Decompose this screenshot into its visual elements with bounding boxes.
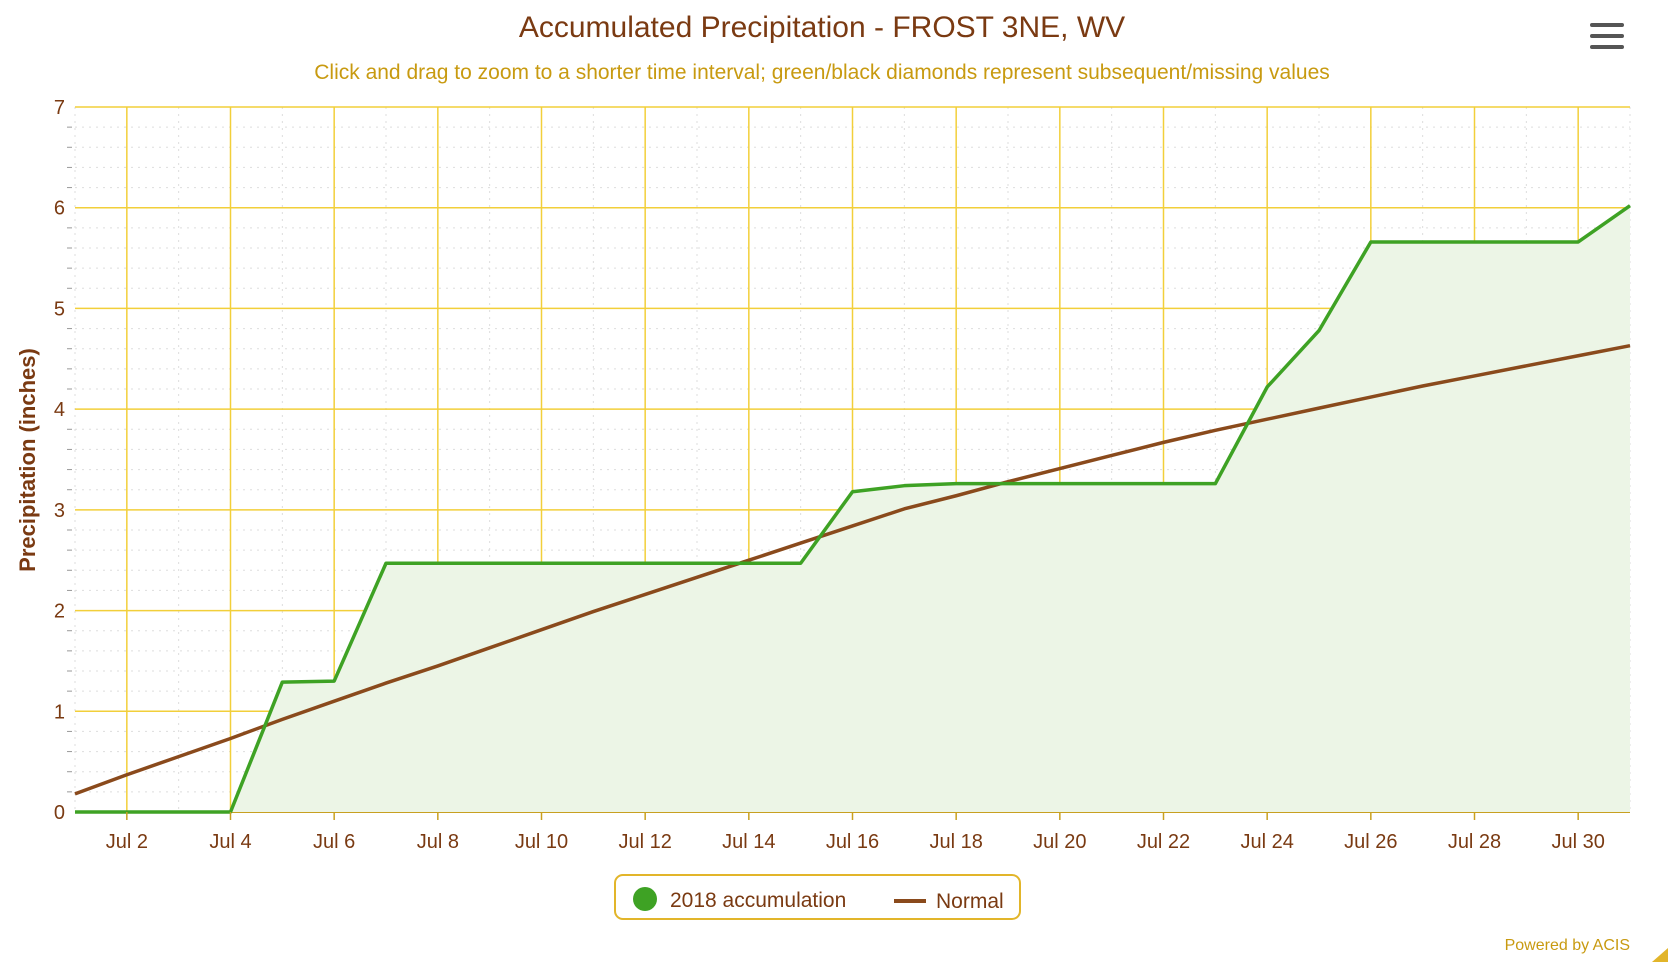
legend: 2018 accumulation Normal — [614, 874, 1021, 920]
x-tick-label: Jul 2 — [106, 831, 148, 853]
menu-icon[interactable] — [1585, 16, 1629, 56]
legend-marker-2018-accumulation — [633, 887, 657, 911]
x-tick-label: Jul 16 — [826, 831, 879, 853]
series-lines — [74, 204, 1632, 814]
y-axis-ticks: 0 1 2 3 4 5 6 7 — [54, 97, 65, 824]
area-2018-accumulation — [75, 205, 1630, 812]
x-tick-label: Jul 30 — [1551, 831, 1604, 853]
x-tick-label: Jul 14 — [722, 831, 775, 853]
x-tick-label: Jul 26 — [1344, 831, 1397, 853]
x-tick-label: Jul 18 — [929, 831, 982, 853]
series-line-2018-accumulation[interactable] — [75, 204, 1632, 814]
legend-label-normal: Normal — [936, 890, 1004, 913]
legend-item-2018-accumulation[interactable]: 2018 accumulation — [633, 887, 846, 912]
x-tick-label: Jul 22 — [1137, 831, 1190, 853]
y-tick-label: 1 — [54, 701, 65, 723]
y-tick-label: 5 — [54, 298, 65, 320]
y-tick-label: 0 — [54, 802, 65, 824]
chart-subtitle: Click and drag to zoom to a shorter time… — [314, 61, 1330, 84]
x-tick-label: Jul 6 — [313, 831, 355, 853]
x-tick-label: Jul 4 — [209, 831, 251, 853]
credit-link[interactable]: Powered by ACIS — [1505, 937, 1630, 954]
legend-item-normal[interactable]: Normal — [894, 890, 1004, 913]
y-tick-label: 3 — [54, 500, 65, 522]
y-axis-label: Precipitation (inches) — [15, 348, 40, 572]
accumulation-area — [75, 205, 1630, 812]
y-tick-label: 7 — [54, 97, 65, 119]
chart-title: Accumulated Precipitation - FROST 3NE, W… — [519, 11, 1125, 44]
series-line-normal[interactable] — [74, 343, 1631, 796]
x-axis-ticks: Jul 2 Jul 4 Jul 6 Jul 8 Jul 10 Jul 12 Jul 14 Ju… — [106, 812, 1605, 853]
legend-label-2018-accumulation: 2018 accumulation — [670, 889, 846, 912]
x-tick-label: Jul 10 — [515, 831, 568, 853]
x-tick-label: Jul 24 — [1240, 831, 1293, 853]
resize-icon[interactable] — [1652, 948, 1668, 962]
y-tick-label: 2 — [54, 601, 65, 623]
y-tick-label: 6 — [54, 198, 65, 220]
x-tick-label: Jul 12 — [618, 831, 671, 853]
x-tick-label: Jul 28 — [1448, 831, 1501, 853]
x-tick-label: Jul 20 — [1033, 831, 1086, 853]
y-tick-label: 4 — [54, 399, 65, 421]
x-tick-label: Jul 8 — [417, 831, 459, 853]
